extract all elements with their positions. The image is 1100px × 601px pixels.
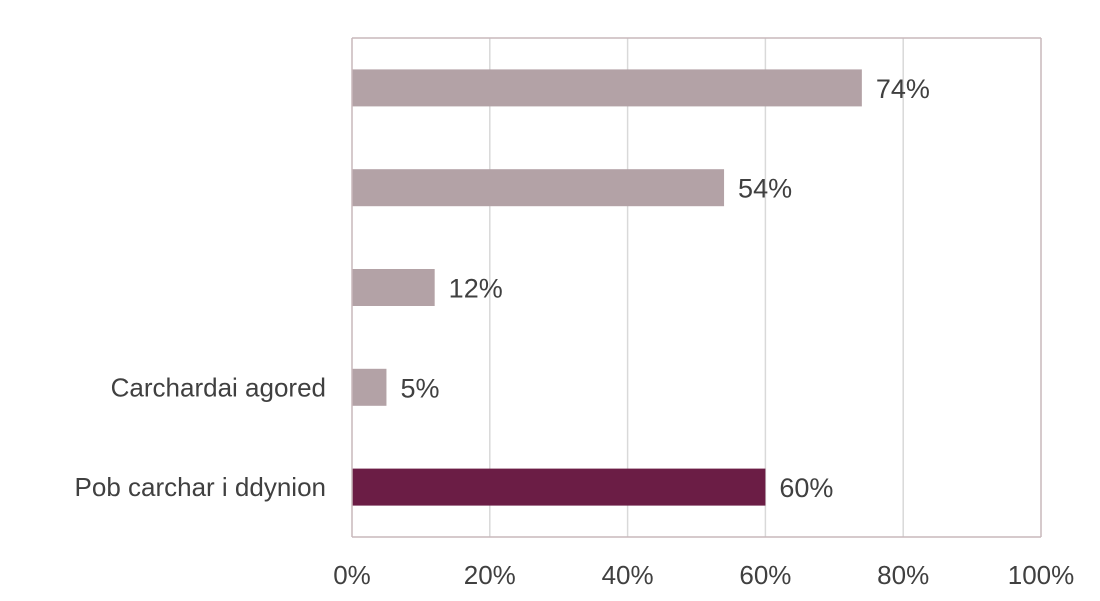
category-label-4: Carchardai agored xyxy=(111,372,326,402)
x-tick-label-20: 20% xyxy=(464,560,516,590)
x-tick-label-60: 60% xyxy=(739,560,791,590)
x-tick-label-100: 100% xyxy=(1008,560,1075,590)
category-label-5: Pob carchar i ddynion xyxy=(75,472,326,502)
bar-1 xyxy=(352,69,862,107)
x-tick-label-0: 0% xyxy=(333,560,371,590)
bar-2 xyxy=(352,169,725,207)
data-label-4: 5% xyxy=(400,373,439,403)
data-label-1: 74% xyxy=(876,74,930,104)
gridlines xyxy=(489,38,904,537)
x-tick-label-80: 80% xyxy=(877,560,929,590)
bar-3 xyxy=(352,269,435,306)
bars xyxy=(352,69,862,506)
data-label-3: 12% xyxy=(449,274,503,304)
labels: 0% 20% 40% 60% 80% 100% 74% 54% 12% 5% Carchardai … xyxy=(75,74,1075,590)
data-label-5: 60% xyxy=(779,473,833,503)
bar-5 xyxy=(352,468,766,506)
bar-4 xyxy=(352,368,387,406)
data-label-2: 54% xyxy=(738,174,792,204)
x-tick-label-40: 40% xyxy=(602,560,654,590)
plot-frame xyxy=(351,37,1042,538)
